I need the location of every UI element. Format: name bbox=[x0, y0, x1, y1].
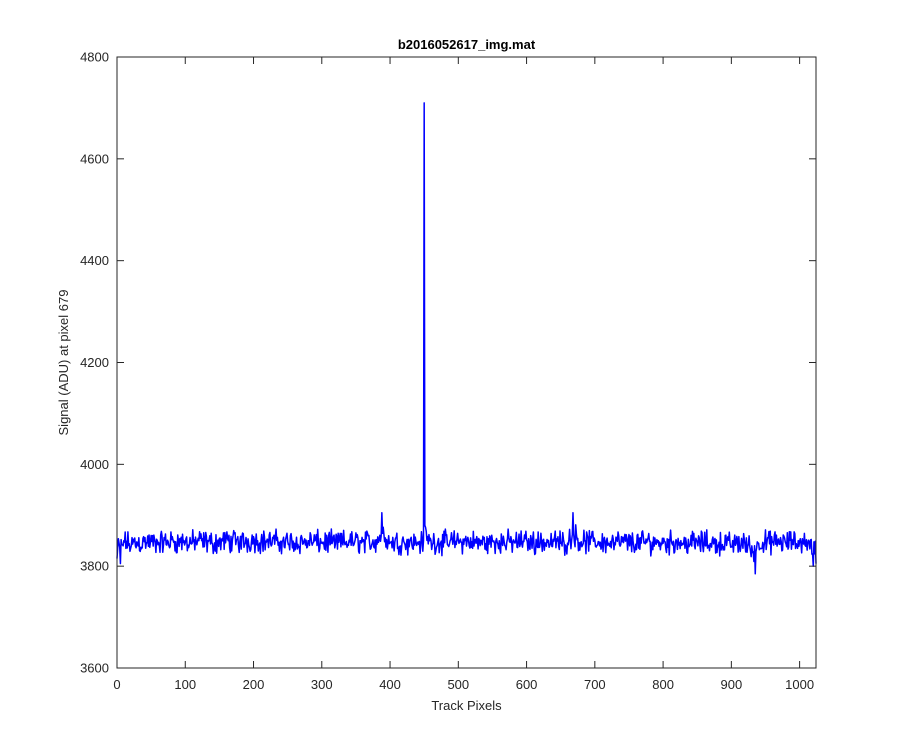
y-axis-label: Signal (ADU) at pixel 679 bbox=[56, 290, 71, 436]
x-tick-label: 500 bbox=[447, 677, 469, 692]
chart-title: b2016052617_img.mat bbox=[398, 37, 536, 52]
y-tick-label: 4800 bbox=[80, 50, 109, 65]
x-tick-label: 700 bbox=[584, 677, 606, 692]
y-axis-ticks: 3600 3800 4000 4200 4400 4600 4800 bbox=[80, 50, 816, 676]
y-tick-label: 4200 bbox=[80, 355, 109, 370]
y-tick-label: 4600 bbox=[80, 151, 109, 166]
data-layer bbox=[116, 102, 817, 575]
x-tick-label: 200 bbox=[243, 677, 265, 692]
plot-area bbox=[117, 57, 816, 668]
x-tick-label: 900 bbox=[721, 677, 743, 692]
x-tick-label: 100 bbox=[174, 677, 196, 692]
signal-series-line bbox=[116, 102, 817, 575]
y-tick-label: 4000 bbox=[80, 457, 109, 472]
x-tick-label: 600 bbox=[516, 677, 538, 692]
x-tick-label: 400 bbox=[379, 677, 401, 692]
y-tick-label: 3600 bbox=[80, 661, 109, 676]
y-tick-label: 3800 bbox=[80, 559, 109, 574]
x-tick-label: 300 bbox=[311, 677, 333, 692]
x-axis-label: Track Pixels bbox=[431, 698, 502, 713]
x-tick-label: 1000 bbox=[785, 677, 814, 692]
y-tick-label: 4400 bbox=[80, 253, 109, 268]
x-tick-label: 0 bbox=[113, 677, 120, 692]
x-axis-ticks: 0 100 200 300 400 500 600 700 800 900 1000 bbox=[113, 57, 814, 692]
x-tick-label: 800 bbox=[652, 677, 674, 692]
